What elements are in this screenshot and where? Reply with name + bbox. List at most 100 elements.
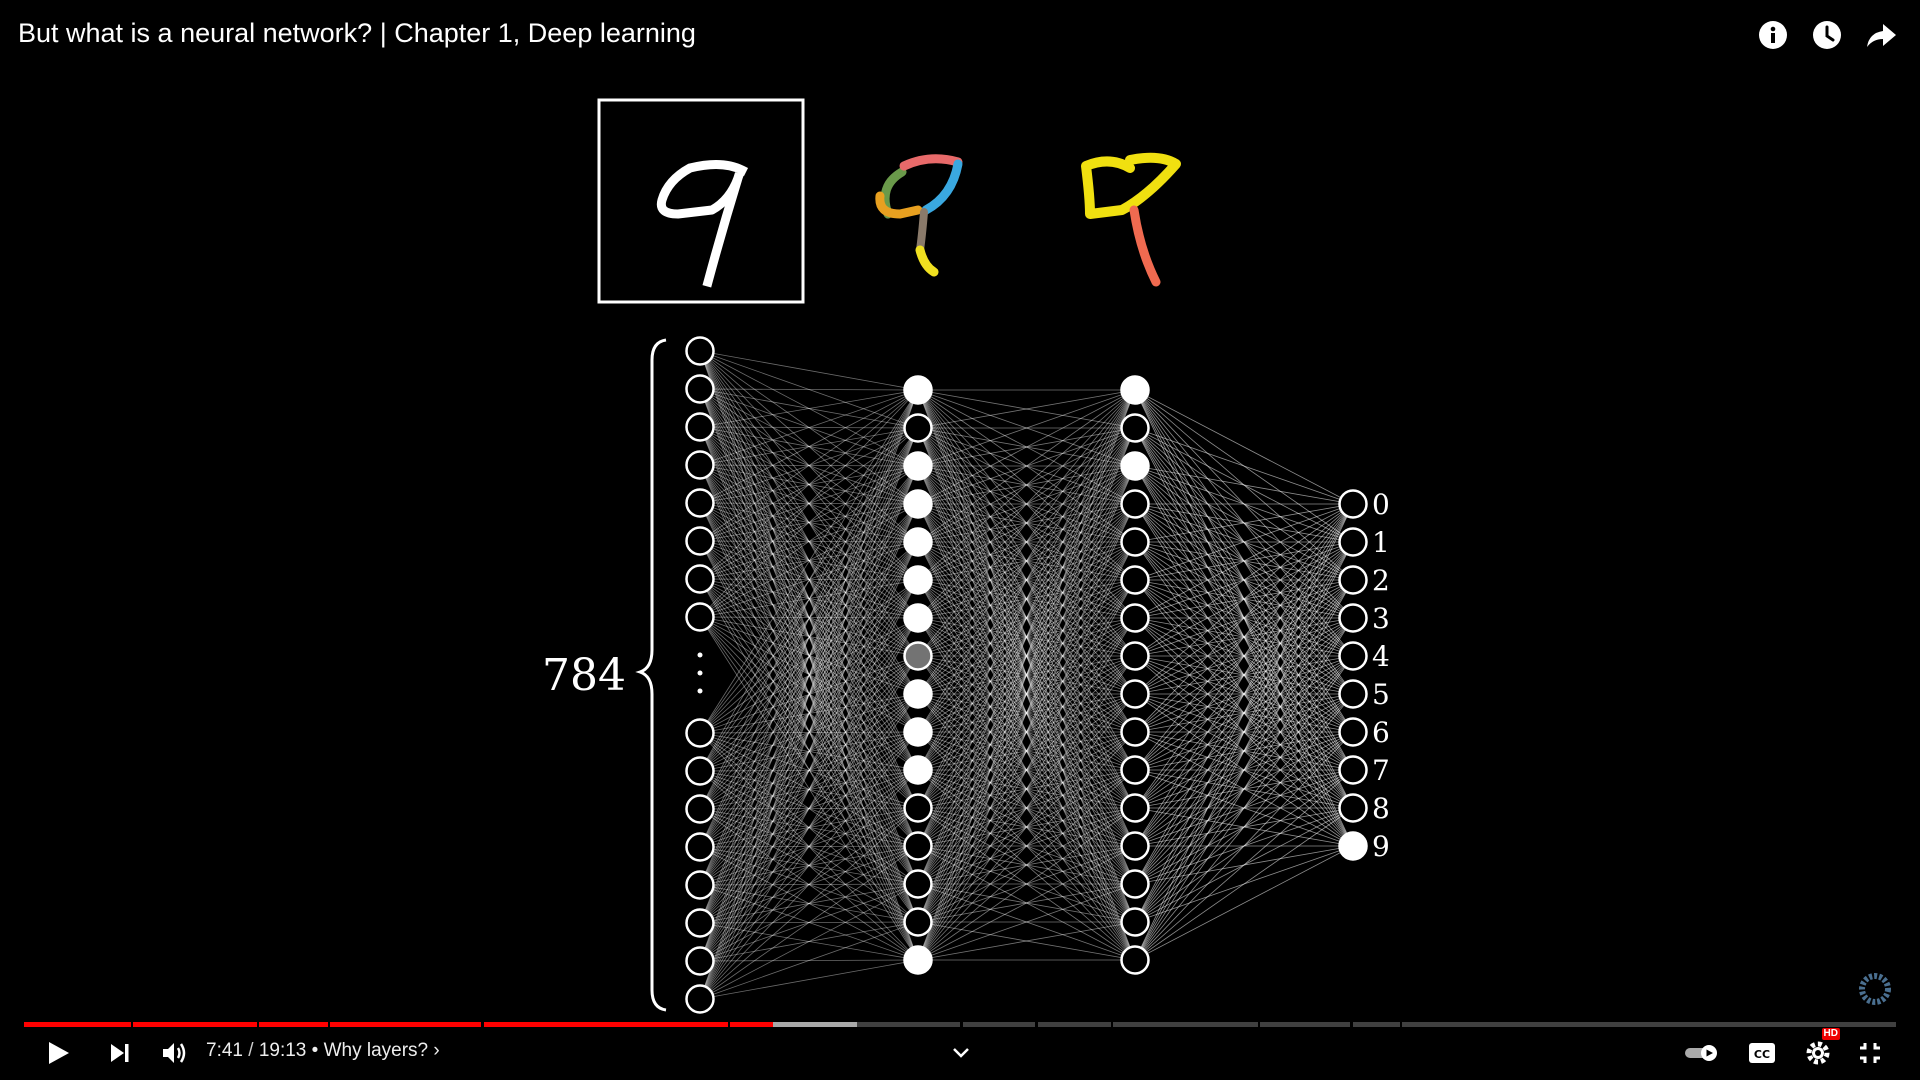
connection-edge	[699, 655, 919, 848]
connection-edge	[699, 389, 919, 886]
connection-edge	[699, 503, 919, 810]
input-neuron	[685, 908, 715, 938]
connection-edge	[917, 579, 1136, 771]
connection-edge	[699, 655, 919, 1000]
connection-edge	[917, 769, 1136, 923]
play-button[interactable]	[40, 1030, 76, 1076]
chapter-segment[interactable]	[330, 1022, 481, 1027]
chapter-segment[interactable]	[1353, 1022, 1400, 1027]
connection-edge	[699, 427, 919, 810]
connection-edge	[699, 540, 919, 657]
connection-edge	[917, 731, 1136, 809]
exit-fullscreen-button[interactable]	[1852, 1030, 1888, 1076]
connection-edge	[699, 427, 919, 466]
connection-edge	[699, 616, 919, 657]
connection-edge	[699, 426, 919, 961]
connection-edge	[699, 389, 919, 428]
connection-edge	[699, 579, 919, 734]
connection-edge	[699, 921, 919, 924]
connection-edge	[917, 389, 1136, 657]
played-fill	[24, 1022, 131, 1027]
connection-edge	[917, 427, 1136, 467]
output-neuron	[1338, 831, 1368, 861]
connection-edge	[917, 389, 1136, 467]
connection-edge	[699, 464, 919, 923]
connection-edge	[917, 465, 1136, 581]
connection-edge	[1134, 503, 1354, 961]
settings-button[interactable]: HD	[1798, 1028, 1840, 1076]
connection-edge	[699, 808, 919, 847]
connection-edge	[699, 731, 919, 734]
connection-edge	[699, 388, 919, 771]
connection-edge	[917, 427, 1136, 657]
connection-edge	[917, 655, 1136, 847]
connection-edge	[699, 541, 919, 848]
connection-edge	[699, 579, 919, 848]
connection-edge	[917, 807, 1136, 847]
connection-edge	[699, 693, 919, 886]
chevron-down-icon	[953, 1048, 969, 1058]
connection-edge	[917, 617, 1136, 809]
connection-edge	[917, 807, 1136, 961]
output-digit-label: 9	[1372, 830, 1390, 863]
input-neuron	[685, 412, 715, 442]
connection-edge	[699, 541, 919, 810]
chapter-segment[interactable]	[1260, 1022, 1350, 1027]
autoplay-toggle[interactable]	[1682, 1030, 1722, 1076]
connection-edge	[1134, 465, 1354, 505]
connection-edge	[699, 426, 919, 695]
connection-edge	[917, 617, 1136, 657]
chapter-button[interactable]: Why layers? ›	[324, 1040, 440, 1061]
connection-edge	[699, 807, 919, 1000]
connection-edge	[699, 503, 919, 924]
connection-edge	[699, 389, 919, 772]
output-neuron	[1338, 679, 1368, 709]
connection-edge	[699, 731, 919, 962]
connection-edge	[917, 693, 1136, 961]
connection-edge	[699, 503, 919, 542]
video-title[interactable]: But what is a neural network? | Chapter …	[18, 18, 696, 48]
progress-bar[interactable]	[24, 1022, 1896, 1027]
watch-later-button[interactable]	[1810, 14, 1844, 56]
next-button[interactable]	[102, 1030, 138, 1076]
subtitles-button[interactable]: CC	[1744, 1030, 1780, 1076]
mute-button[interactable]	[156, 1030, 192, 1076]
connection-edge	[699, 655, 919, 886]
chapter-segment[interactable]	[484, 1022, 728, 1027]
connection-edge	[917, 693, 1136, 733]
chapter-segment[interactable]	[1113, 1022, 1258, 1027]
chapter-segment[interactable]	[963, 1022, 1035, 1027]
connection-edge	[917, 807, 1136, 847]
connection-edge	[917, 389, 1136, 771]
time-display: 7:41 / 19:13 • Why layers? ›	[206, 1040, 440, 1062]
connection-edge	[917, 845, 1136, 885]
connection-edge	[1134, 389, 1354, 505]
connection-edge	[699, 426, 919, 543]
chapter-segment[interactable]	[24, 1022, 131, 1027]
connection-edge	[699, 541, 919, 618]
chapter-segment[interactable]	[1038, 1022, 1111, 1027]
connection-edge	[699, 845, 919, 848]
connection-edge	[917, 503, 1136, 923]
share-button[interactable]	[1864, 14, 1898, 56]
connection-edge	[699, 465, 919, 924]
connection-edge	[699, 807, 919, 886]
connection-edge	[917, 465, 1136, 657]
connection-edge	[699, 655, 919, 772]
chapter-segment[interactable]	[133, 1022, 257, 1027]
chapter-segment[interactable]	[1402, 1022, 1896, 1027]
connection-edge	[917, 807, 1136, 923]
chapter-segment[interactable]	[259, 1022, 328, 1027]
output-digit-labels: 0 1 2 3 4 5 6 7 8 9	[1372, 488, 1390, 863]
info-button[interactable]	[1756, 14, 1790, 56]
chapter-segment[interactable]	[730, 1022, 960, 1027]
expand-description-button[interactable]	[948, 1030, 974, 1076]
connection-edge	[699, 578, 919, 733]
connection-edge	[699, 541, 919, 772]
connection-edge	[917, 427, 1136, 885]
current-time: 7:41	[206, 1040, 243, 1061]
input-layer-brace	[635, 338, 667, 1012]
connection-edge	[699, 502, 919, 885]
